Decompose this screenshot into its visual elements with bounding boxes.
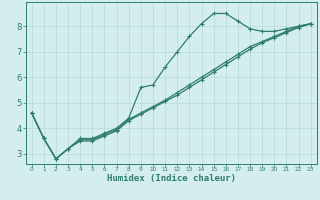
X-axis label: Humidex (Indice chaleur): Humidex (Indice chaleur)	[107, 174, 236, 183]
